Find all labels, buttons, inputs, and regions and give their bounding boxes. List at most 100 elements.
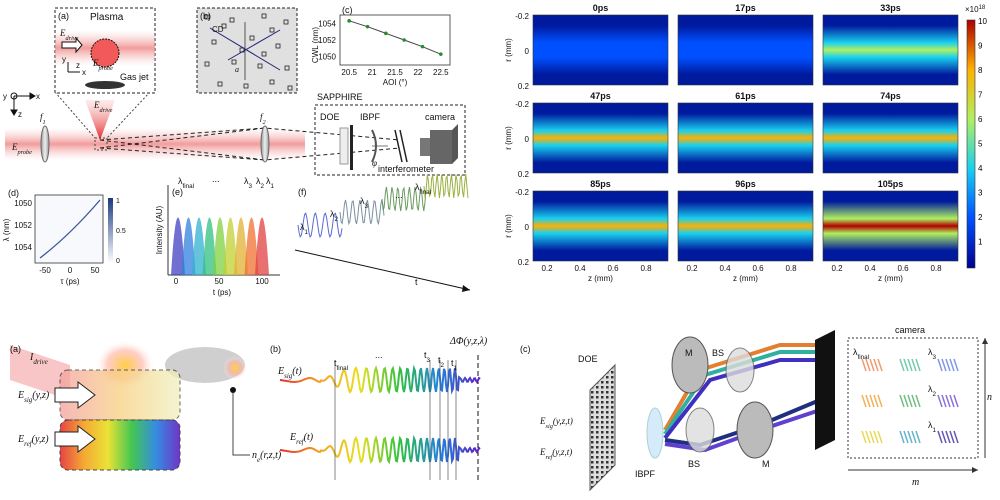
setup-e-drive: Edrive [93, 100, 113, 114]
camera-label: camera [425, 112, 455, 122]
panel-f-lambda-2: λ2 [330, 209, 339, 223]
colorbar-exponent: ×1018 [965, 5, 986, 14]
panel-f-lambda-1: λ1 [300, 222, 309, 236]
camera-sensor [815, 330, 835, 450]
t3-label: t3 [424, 350, 431, 364]
panel-c-xtick: 22 [413, 68, 422, 77]
pulse-4 [202, 217, 217, 275]
c-ibpf: IBPF [635, 469, 656, 479]
panel-d-ytick: 1054 [14, 243, 32, 252]
heatmap-title-0ps: 0ps [593, 3, 609, 13]
grid-square [204, 61, 210, 67]
imaging-rays [99, 127, 401, 161]
fringe-blob [915, 394, 921, 408]
interferometer-label: interferometer [378, 164, 434, 174]
c-lam-1: λ1 [928, 420, 937, 434]
bottom-c-label: (c) [520, 344, 531, 354]
fringe-blob [953, 394, 959, 408]
heatmap-title-33ps: 33ps [880, 3, 901, 13]
bottom-e-sig: Esig(y,z) [17, 390, 50, 404]
plasma-region [90, 38, 120, 68]
cwl-line [349, 20, 441, 55]
c-e-sig: Esig(y,z,t) [539, 416, 573, 430]
heatmap-title-61ps: 61ps [735, 91, 756, 101]
fringe-blob [937, 394, 943, 408]
heatmap-ylabel: r (mm) [504, 214, 513, 238]
fringe-blob [865, 358, 871, 372]
fringe-blob [907, 358, 913, 372]
panel-e-lambda-2: λ2 [256, 176, 265, 190]
c-m-bottom: M [762, 459, 770, 469]
doe-grating [589, 363, 616, 492]
pulse-1 [171, 217, 185, 275]
heatmap-ytick: -0.2 [515, 12, 529, 21]
colorbar-tick: 6 [978, 115, 983, 124]
fringe-blob [941, 394, 947, 408]
heatmap-title-17ps: 17ps [735, 3, 756, 13]
bottom-b-label: (b) [270, 344, 281, 354]
c-doe-label: DOE [578, 354, 598, 364]
gas-jet-label: Gas jet [120, 72, 149, 82]
c-bs-bottom: BS [688, 459, 700, 469]
heatmap-frame-17ps [678, 25, 813, 75]
panel-e-lambda-final: λfinal [178, 176, 194, 190]
heatmap-grid [532, 14, 959, 262]
heatmap-ytick: 0.2 [518, 82, 530, 91]
panel-c-chart [339, 14, 451, 66]
bottom-panel-b [279, 355, 481, 480]
bottom-panel-a [10, 340, 250, 471]
fringe-blob [877, 430, 883, 444]
heatmap-xtick: 0.8 [785, 264, 797, 273]
fringe-blob [865, 430, 871, 444]
fringe-blob [873, 394, 879, 408]
ibpf-label: IBPF [360, 112, 381, 122]
axis-y-label: y [62, 55, 66, 64]
heatmap-xtick: 0.6 [752, 264, 764, 273]
panel-e-xtick: 50 [215, 277, 224, 286]
grid-square [221, 23, 227, 29]
c-lam-final: λfinal [853, 347, 869, 361]
grid-square [231, 59, 237, 65]
focus-box [94, 137, 108, 151]
wave-1 [297, 212, 343, 239]
c-bs-top: BS [712, 348, 724, 358]
panel-d-ylabel: λ (nm) [2, 218, 11, 241]
heatmap-xlabel: z (mm) [878, 274, 903, 283]
fringe-blob [903, 394, 909, 408]
fringe-blob [945, 358, 951, 372]
setup-axis-y: y [3, 92, 7, 101]
fringe-blob [877, 358, 883, 372]
fringe-blob [949, 430, 955, 444]
heatmap-xtick: 0.4 [574, 264, 586, 273]
panel-c-ytick: 1052 [318, 36, 336, 45]
fringe-blob [941, 358, 947, 372]
panel-d-ytick: 1050 [14, 199, 32, 208]
lens-f2 [260, 125, 270, 163]
cwl-point [420, 44, 425, 49]
fringe-blob [949, 358, 955, 372]
coord-axes-icon [10, 92, 36, 116]
panel-d-cbar-tick: 0.5 [116, 228, 126, 235]
fringe-blob [861, 358, 867, 372]
c-e-ref: Eref(y,z,t) [539, 447, 572, 461]
setup-axis-x: x [36, 92, 40, 101]
heatmap-ytick: 0 [525, 135, 530, 144]
axis-z-label: z [76, 61, 80, 70]
fringe-blob [953, 430, 959, 444]
bottom-a-label: (a) [10, 344, 21, 354]
dphi-label: ΔΦ(y,z,λ) [449, 336, 488, 347]
heatmap-title-74ps: 74ps [880, 91, 901, 101]
panel-e-xlabel: t (ps) [213, 288, 232, 297]
panel-e-chart [167, 185, 280, 276]
fringe-blob [869, 358, 875, 372]
panel-f-label: (f) [298, 187, 307, 197]
doe-element [350, 125, 353, 170]
grid-square [275, 43, 281, 49]
colorbar-tick: 4 [978, 164, 983, 173]
fringe-blob [903, 358, 909, 372]
grid-square [249, 35, 255, 41]
panel-d-xtick: 50 [91, 266, 100, 275]
heatmap-ytick: 0 [525, 47, 530, 56]
grid-square [283, 19, 289, 25]
